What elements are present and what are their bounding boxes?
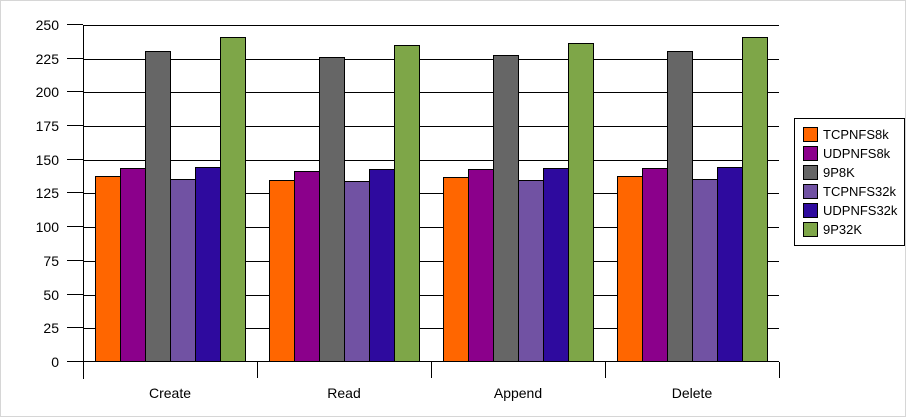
bar-tcpnfs8k-delete [617, 176, 643, 362]
y-tick-125 [67, 192, 83, 193]
gridline-50 [83, 295, 779, 296]
bar-9p32k-create [220, 37, 246, 362]
y-tick-label-75: 75 [43, 253, 59, 269]
x-axis-boundary-tick-3 [605, 362, 606, 378]
bar-9p32k-append [568, 43, 594, 362]
gridline-125 [83, 193, 779, 194]
legend-swatch-9p32k [803, 222, 818, 237]
legend-swatch-tcpnfs32k [803, 184, 818, 199]
bar-9p8k-append [493, 55, 519, 362]
y-tick-label-125: 125 [35, 185, 59, 201]
bar-9p8k-read [319, 57, 345, 362]
legend-label-9p32k: 9P32K [823, 222, 863, 237]
x-axis-line [67, 361, 779, 362]
x-axis-boundary-tick-1 [257, 362, 258, 378]
legend-item-tcpnfs8k: TCPNFS8k [803, 125, 904, 144]
bar-9p8k-create [145, 51, 171, 362]
y-tick-25 [67, 327, 83, 328]
y-tick-200 [67, 91, 83, 92]
y-tick-225 [67, 58, 83, 59]
legend-item-tcpnfs32k: TCPNFS32k [803, 182, 904, 201]
bar-9p8k-delete [667, 51, 693, 362]
bar-udpnfs8k-delete [642, 168, 668, 362]
gridline-200 [83, 92, 779, 93]
gridline-175 [83, 126, 779, 127]
legend: TCPNFS8k UDPNFS8k 9P8K TCPNFS32k UDPNFS32k 9P… [794, 118, 905, 246]
legend-swatch-udpnfs32k [803, 203, 818, 218]
legend-item-udpnfs8k: UDPNFS8k [803, 144, 904, 163]
plot-area [83, 25, 779, 362]
y-tick-label-0: 0 [51, 354, 59, 370]
x-axis-boundary-tick-0 [83, 362, 84, 378]
y-tick-50 [67, 294, 83, 295]
y-tick-label-25: 25 [43, 320, 59, 336]
gridline-225 [83, 59, 779, 60]
y-tick-150 [67, 159, 83, 160]
bar-tcpnfs32k-create [170, 179, 196, 362]
y-tick-label-175: 175 [35, 118, 59, 134]
y-tick-label-200: 200 [35, 84, 59, 100]
y-tick-75 [67, 260, 83, 261]
y-tick-label-100: 100 [35, 219, 59, 235]
legend-swatch-tcpnfs8k [803, 127, 818, 142]
bar-group-create [83, 25, 257, 362]
x-category-label-append: Append [493, 385, 543, 401]
bar-tcpnfs8k-append [443, 177, 469, 362]
bar-tcpnfs8k-create [95, 176, 121, 362]
bar-udpnfs32k-create [195, 167, 221, 362]
x-axis-boundary-tick-2 [431, 362, 432, 378]
x-category-label-create: Create [148, 385, 192, 401]
bar-tcpnfs32k-append [518, 180, 544, 362]
x-category-label-delete: Delete [671, 385, 713, 401]
legend-swatch-udpnfs8k [803, 146, 818, 161]
x-category-label-read: Read [327, 385, 361, 401]
y-tick-label-250: 250 [35, 17, 59, 33]
legend-label-udpnfs32k: UDPNFS32k [823, 203, 898, 218]
bar-udpnfs32k-append [543, 168, 569, 362]
bar-group-read [257, 25, 431, 362]
bar-tcpnfs32k-delete [692, 179, 718, 362]
gridline-250 [83, 25, 779, 26]
y-tick-100 [67, 226, 83, 227]
bar-udpnfs8k-append [468, 169, 494, 362]
bar-udpnfs32k-delete [717, 167, 743, 362]
legend-item-9p32k: 9P32K [803, 220, 904, 239]
gridline-75 [83, 261, 779, 262]
bar-udpnfs8k-read [294, 171, 320, 362]
x-axis-boundary-tick-4 [779, 362, 780, 378]
bar-udpnfs8k-create [120, 168, 146, 362]
y-tick-label-50: 50 [43, 287, 59, 303]
bar-9p32k-delete [742, 37, 768, 362]
legend-label-9p8k: 9P8K [823, 165, 855, 180]
legend-label-tcpnfs8k: TCPNFS8k [823, 127, 889, 142]
gridline-100 [83, 227, 779, 228]
bar-9p32k-read [394, 45, 420, 362]
gridline-150 [83, 160, 779, 161]
y-tick-label-225: 225 [35, 51, 59, 67]
y-tick-label-150: 150 [35, 152, 59, 168]
y-tick-250 [67, 24, 83, 25]
bar-udpnfs32k-read [369, 169, 395, 362]
gridline-25 [83, 328, 779, 329]
bar-tcpnfs32k-read [344, 181, 370, 362]
y-axis-line [83, 25, 84, 379]
legend-label-tcpnfs32k: TCPNFS32k [823, 184, 896, 199]
bar-group-delete [605, 25, 779, 362]
y-tick-0 [67, 361, 83, 362]
bar-tcpnfs8k-read [269, 180, 295, 362]
legend-swatch-9p8k [803, 165, 818, 180]
legend-label-udpnfs8k: UDPNFS8k [823, 146, 891, 161]
y-tick-175 [67, 125, 83, 126]
bar-group-append [431, 25, 605, 362]
legend-item-9p8k: 9P8K [803, 163, 904, 182]
legend-item-udpnfs32k: UDPNFS32k [803, 201, 904, 220]
